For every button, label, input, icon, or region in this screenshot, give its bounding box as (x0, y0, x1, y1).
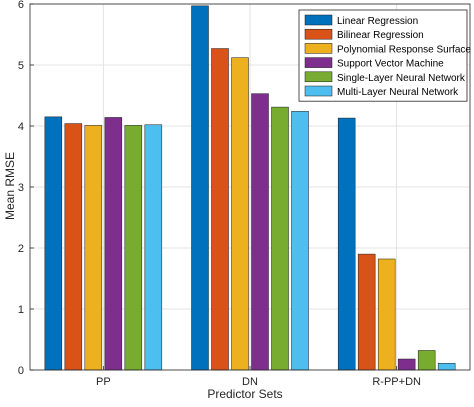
bar-1-1 (44, 116, 63, 371)
legend-swatch (304, 57, 333, 68)
x-tick-label: PP (96, 376, 111, 388)
legend-label: Polynomial Response Surface (337, 44, 471, 55)
legend-swatch (304, 14, 333, 26)
y-tick-label: 6 (18, 0, 24, 11)
legend-swatch (304, 43, 333, 54)
legend-label: Bilinear Regression (337, 30, 424, 41)
bar-3-2 (231, 57, 249, 371)
bar-5-2 (271, 106, 289, 371)
bar-2-3 (357, 253, 376, 371)
legend: Linear Regression Bilinear Regression Poly… (298, 9, 471, 102)
legend-swatch (304, 28, 333, 40)
y-tick-label: 3 (18, 182, 24, 194)
bar-6-2 (291, 111, 309, 371)
bar-1-2 (191, 5, 209, 371)
bar-1-3 (337, 117, 356, 371)
legend-label: Multi-Layer Neural Network (337, 87, 459, 98)
bar-6-3 (437, 363, 456, 371)
bar-2-1 (64, 123, 83, 371)
bar-3-1 (84, 125, 103, 371)
y-tick-label: 5 (18, 60, 24, 72)
y-tick-label: 2 (18, 243, 24, 255)
y-tick-label: 4 (18, 121, 24, 133)
bar-2-2 (211, 48, 229, 371)
y-tick-label: 1 (18, 304, 24, 316)
bar-4-3 (397, 358, 416, 371)
bar-6-1 (144, 124, 163, 371)
bars (44, 5, 456, 371)
bar-3-3 (377, 258, 396, 371)
legend-label: Single-Layer Neural Network (337, 73, 466, 84)
bar-4-2 (251, 93, 269, 371)
y-axis-label: Mean RMSE (3, 152, 17, 220)
legend-label: Linear Regression (337, 16, 418, 27)
x-axis-label: Predictor Sets (207, 387, 282, 401)
bar-5-1 (124, 125, 143, 371)
axis-ticks: 0 1 2 3 4 5 6 PP DN R-PP+DN (18, 0, 421, 388)
legend-swatch (304, 85, 333, 97)
legend-label: Support Vector Machine (337, 59, 444, 70)
bar-4-1 (104, 117, 123, 371)
y-tick-label: 0 (18, 365, 24, 377)
x-tick-label: R-PP+DN (372, 376, 421, 388)
legend-swatch (304, 71, 333, 83)
bar-5-3 (417, 350, 436, 371)
x-tick-label: DN (242, 376, 258, 388)
